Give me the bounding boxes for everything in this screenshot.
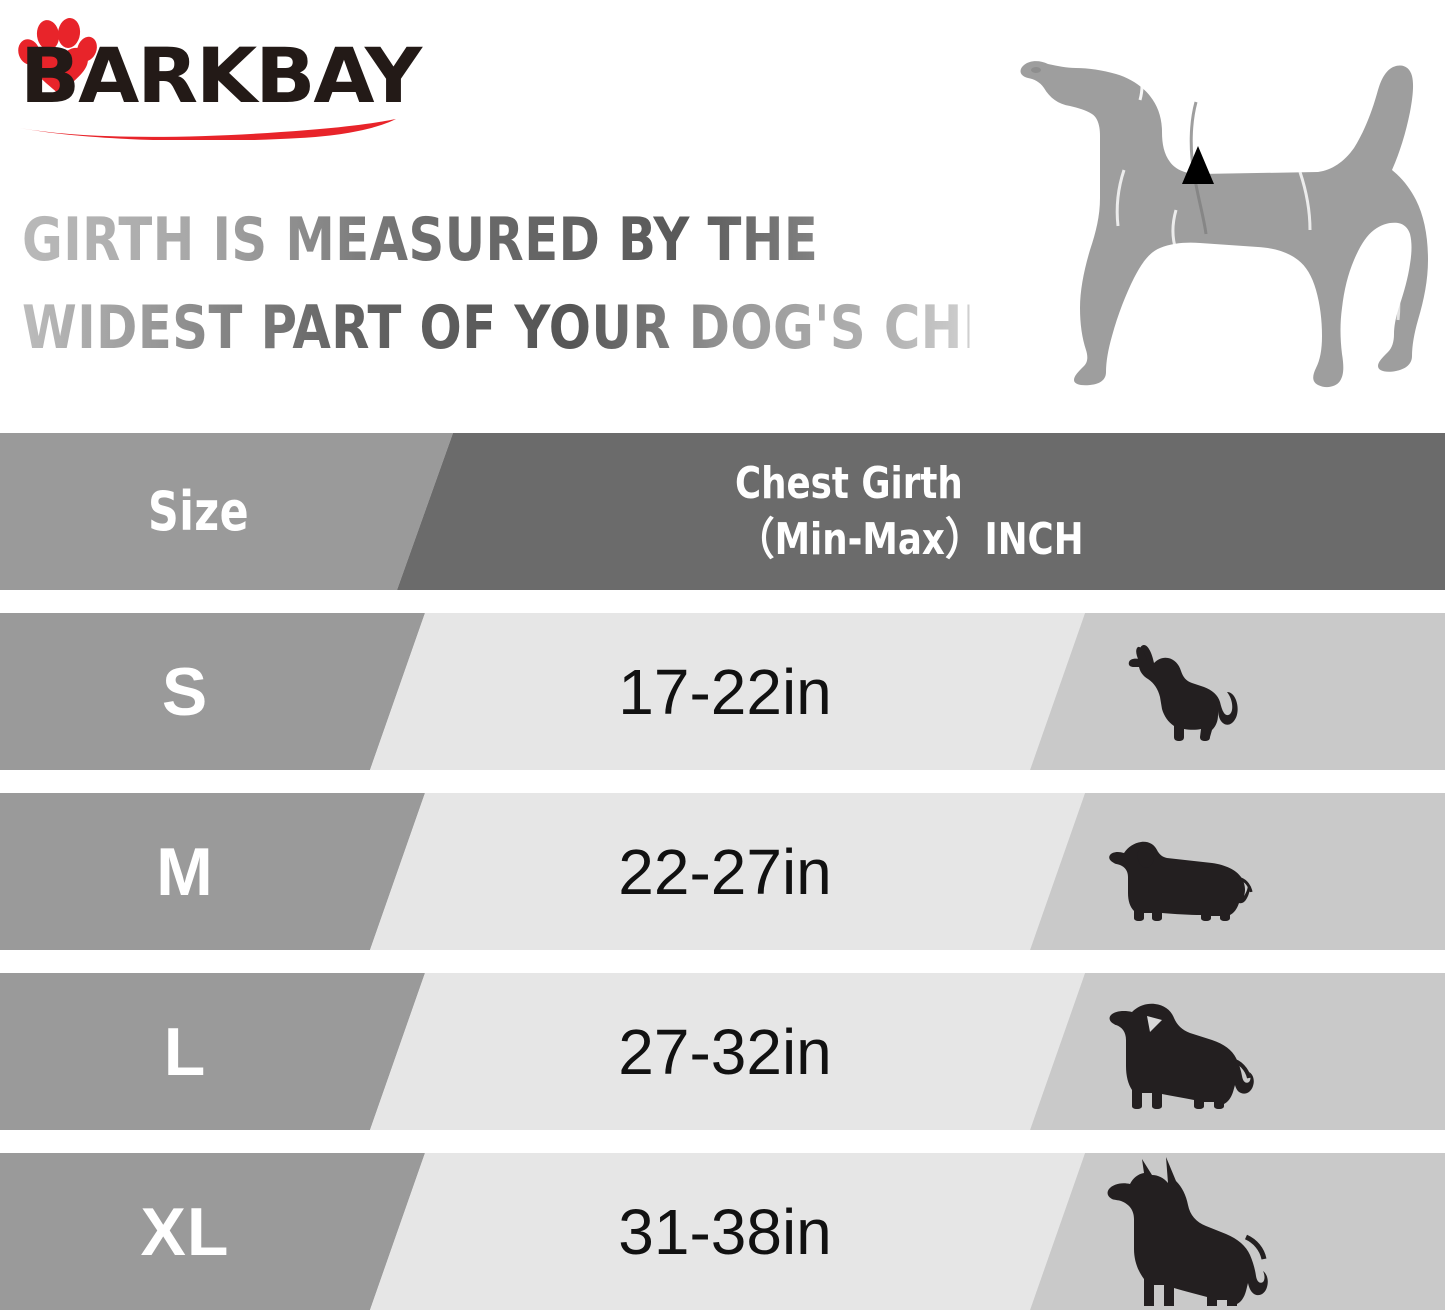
column-header-girth: Chest Girth （Min-Max）INCH bbox=[735, 433, 1084, 590]
row-girth-band bbox=[370, 1153, 1085, 1310]
header-girth-band bbox=[397, 433, 1445, 590]
dachshund-silhouette-icon bbox=[1100, 793, 1430, 950]
row-girth-value: 22-27in bbox=[618, 835, 832, 908]
headline: GIRTH IS MEASURED BY THE WIDEST PART OF … bbox=[22, 196, 1078, 372]
chihuahua-silhouette-icon bbox=[1100, 613, 1430, 770]
table-header-row: Size Chest Girth （Min-Max）INCH bbox=[0, 433, 1445, 590]
column-header-girth-line2: （Min-Max）INCH bbox=[735, 513, 1084, 565]
row-size-label: S bbox=[161, 653, 209, 730]
pointer-dog-silhouette bbox=[1020, 43, 1428, 388]
row-girth-value: 31-38in bbox=[618, 1195, 832, 1268]
great-dane-silhouette-icon bbox=[1100, 1153, 1430, 1310]
row-girth-value: 27-32in bbox=[618, 1015, 832, 1088]
logo-swoosh-underline bbox=[20, 119, 396, 140]
headline-line-1: GIRTH IS MEASURED BY THE bbox=[22, 196, 970, 284]
brand-wordmark: BARKBAY bbox=[20, 31, 422, 120]
table-row: M 22-27in bbox=[0, 793, 1445, 950]
row-size-band bbox=[0, 973, 425, 1130]
row-size-label: L bbox=[163, 1013, 207, 1090]
paw-print-icon bbox=[18, 18, 97, 94]
row-icon-band bbox=[1030, 973, 1445, 1130]
column-header-girth-line1: Chest Girth bbox=[735, 457, 963, 509]
row-girth-value: 17-22in bbox=[618, 655, 832, 728]
table-row: L 27-32in bbox=[0, 973, 1445, 1130]
headline-line-2: WIDEST PART OF YOUR DOG'S CHEST. bbox=[22, 284, 1078, 372]
row-size-band bbox=[0, 613, 425, 770]
rottweiler-silhouette-icon bbox=[1100, 973, 1430, 1130]
row-size-label: XL bbox=[140, 1193, 230, 1270]
size-chart-table: Size Chest Girth （Min-Max）INCH S 17-22in… bbox=[0, 433, 1445, 1310]
row-size-band bbox=[0, 1153, 425, 1310]
row-girth-band bbox=[370, 973, 1085, 1130]
header-size-band bbox=[0, 433, 453, 590]
row-icon-band bbox=[1030, 613, 1445, 770]
row-girth-band bbox=[370, 613, 1085, 770]
table-row: S 17-22in bbox=[0, 613, 1445, 770]
chest-measure-arrow bbox=[1182, 146, 1214, 184]
row-size-label: M bbox=[156, 833, 214, 910]
row-icon-band bbox=[1030, 793, 1445, 950]
row-girth-band bbox=[370, 793, 1085, 950]
column-header-size: Size bbox=[148, 480, 250, 543]
table-row: XL 31-38in bbox=[0, 1153, 1445, 1310]
brand-logo: BARKBAY bbox=[8, 6, 422, 146]
row-size-band bbox=[0, 793, 425, 950]
